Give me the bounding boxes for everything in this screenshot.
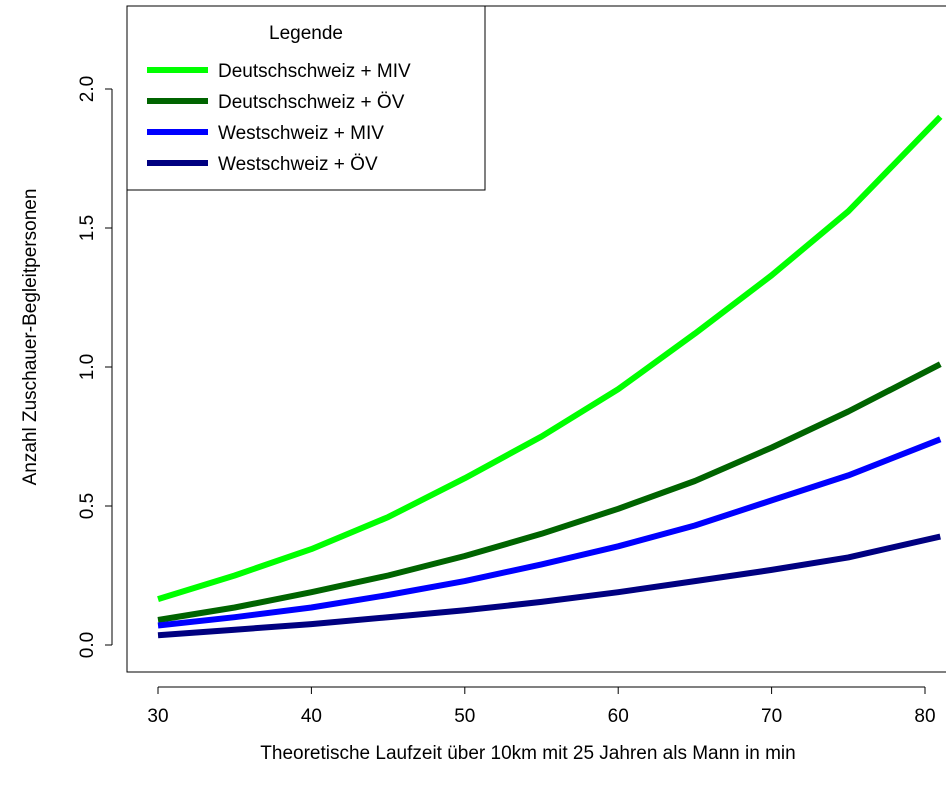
series-line-4	[157, 533, 941, 639]
x-tick-label: 60	[608, 706, 629, 727]
y-tick-label: 0.5	[77, 493, 98, 519]
legend-label-3: Westschweiz + MIV	[218, 123, 384, 144]
legend-label-2: Deutschschweiz + ÖV	[218, 92, 405, 113]
x-tick-label: 40	[301, 706, 322, 727]
y-axis-title: Anzahl Zuschauer-Begleitpersonen	[20, 189, 41, 486]
x-tick-label: 50	[454, 706, 475, 727]
y-tick-label: 2.0	[77, 76, 98, 102]
y-axis: 0.0 0.5 1.0 1.5 2.0	[77, 76, 113, 658]
series-line-2	[157, 361, 942, 623]
legend-label-4: Westschweiz + ÖV	[218, 154, 378, 175]
y-tick-label: 1.0	[77, 354, 98, 380]
legend-label-1: Deutschschweiz + MIV	[218, 61, 411, 82]
series-line-3	[157, 436, 942, 629]
y-tick-label: 1.5	[77, 215, 98, 241]
x-axis-title: Theoretische Laufzeit über 10km mit 25 J…	[260, 743, 795, 764]
y-tick-label: 0.0	[77, 632, 98, 658]
plot-frame	[126, 5, 946, 673]
x-tick-label: 70	[761, 706, 782, 727]
legend: Legende Deutschschweiz + MIVDeutschschwe…	[126, 5, 486, 191]
x-tick-label: 30	[147, 706, 168, 727]
x-axis: 30 40 50 60 70 80	[147, 686, 936, 727]
x-tick-label: 80	[914, 706, 935, 727]
legend-items: Deutschschweiz + MIV Deutschschweiz + ÖV W…	[147, 61, 411, 175]
legend-title: Legende	[269, 23, 343, 44]
series-layer	[157, 114, 943, 639]
series-line-1	[157, 114, 943, 602]
